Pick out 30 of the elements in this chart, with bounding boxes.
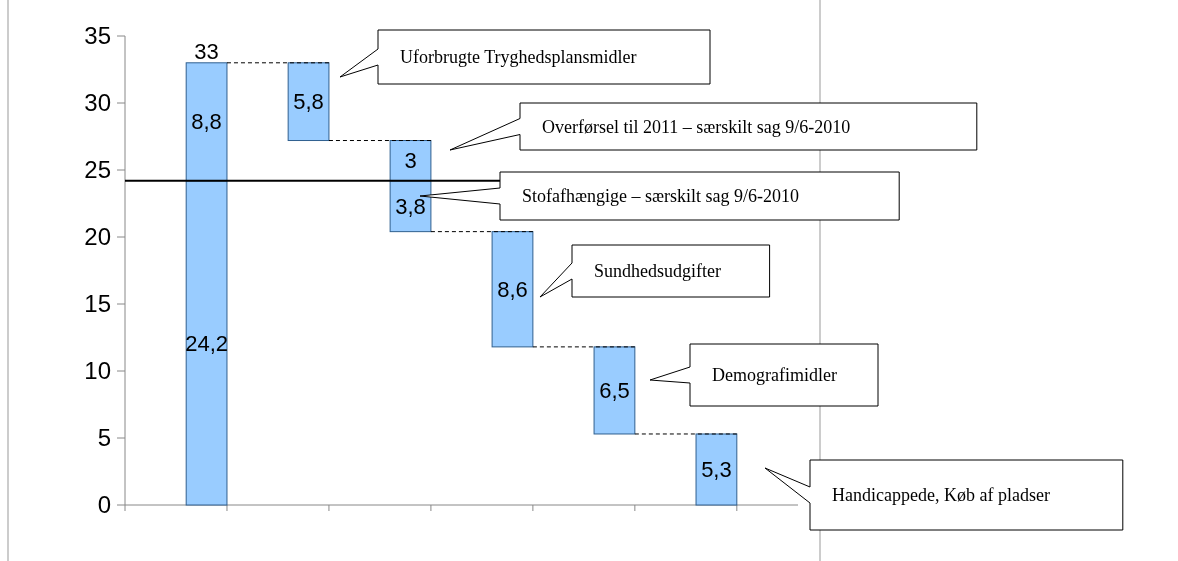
y-tick-label: 0 — [97, 491, 111, 519]
annotation: Overførsel til 2011 – særskilt sag 9/6-2010 — [542, 116, 851, 137]
data-label: 5,8 — [293, 89, 324, 115]
bar — [185, 62, 228, 182]
y-tick-label: 10 — [84, 357, 111, 385]
text: Handicappede, Køb af pladser — [832, 485, 1050, 506]
y-tick-label: 20 — [84, 223, 111, 251]
data-label: 6,5 — [599, 378, 630, 404]
annotation: Uforbrugte Tryghedsplansmidler — [400, 47, 637, 68]
data-label: 24,2 — [185, 330, 228, 356]
data-label: 5,3 — [701, 457, 732, 483]
bar — [695, 433, 738, 506]
y-tick-label: 30 — [84, 89, 111, 117]
y-tick-label: 35 — [84, 22, 111, 50]
y-tick-label: 15 — [84, 290, 111, 318]
y-tick-label: 5 — [97, 424, 111, 452]
data-label: 3 — [404, 148, 417, 174]
bar — [491, 231, 534, 348]
annotation: Sundhedsudgifter — [594, 261, 721, 282]
data-label: 3,8 — [395, 193, 426, 219]
bar — [593, 346, 636, 435]
y-tick-label: 25 — [84, 156, 111, 184]
annotation: Demografimidler — [712, 365, 837, 386]
bar — [185, 180, 228, 506]
total-label: 33 — [194, 38, 219, 64]
annotation: Stofafhængige – særskilt sag 9/6-2010 — [522, 186, 799, 207]
bar — [389, 140, 432, 182]
data-label: 8,6 — [497, 276, 528, 302]
bar — [287, 62, 330, 142]
data-label: 8,8 — [191, 109, 222, 135]
